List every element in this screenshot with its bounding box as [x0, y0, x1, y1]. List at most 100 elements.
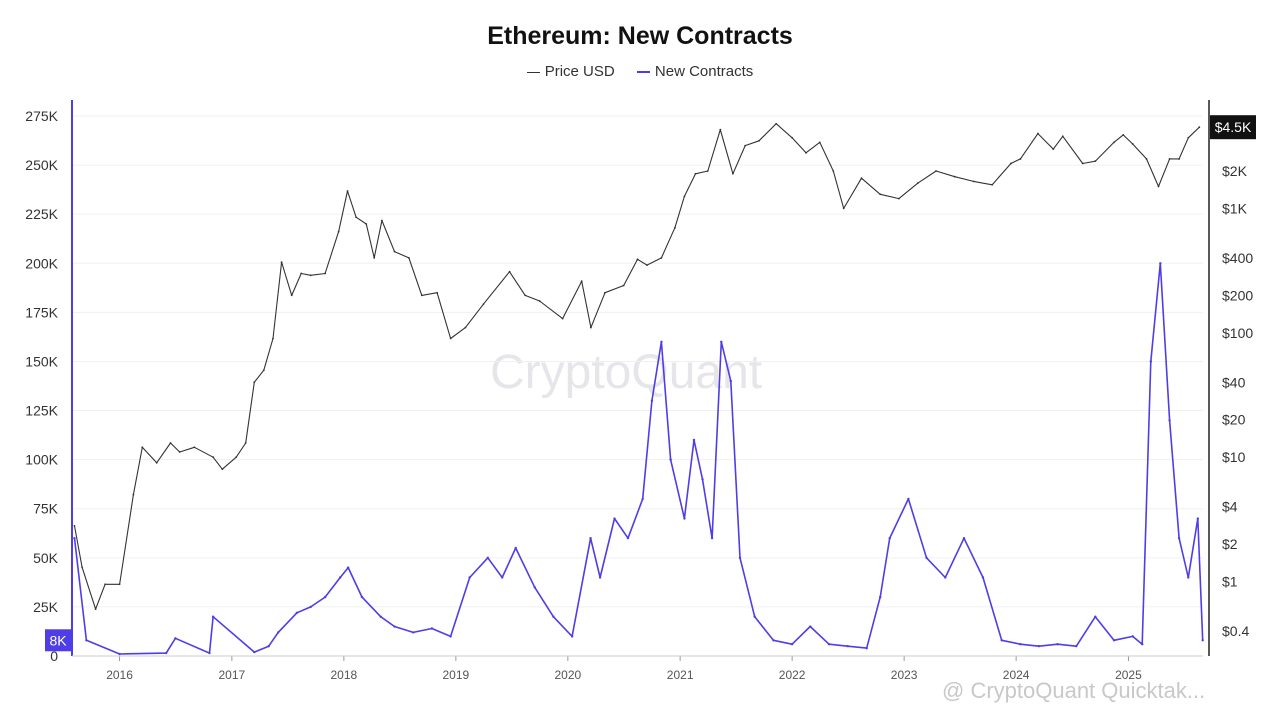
data-point-new-contracts — [1168, 419, 1171, 422]
data-point-price — [373, 257, 376, 259]
current-value-marker-left — [45, 629, 71, 652]
chart-title: Ethereum: New Contracts — [487, 22, 793, 50]
y-left-tick-label: 150K — [25, 353, 58, 369]
data-point-new-contracts — [720, 340, 723, 344]
data-point-price — [262, 369, 265, 372]
data-point-price — [1122, 134, 1125, 136]
y-right-tick-label: $100 — [1222, 325, 1253, 341]
y-left-tick-label: 275K — [25, 108, 58, 124]
data-point-new-contracts — [1149, 360, 1153, 363]
y-left-tick-label: 50K — [33, 550, 59, 566]
current-value-label-right: $4.5K — [1215, 119, 1252, 135]
data-point-new-contracts — [500, 576, 504, 579]
data-point-price — [1178, 158, 1180, 160]
y-left-tick-label: 100K — [25, 452, 58, 468]
series-line-price — [73, 123, 1200, 610]
y-right-tick-label: $2K — [1222, 163, 1248, 179]
data-point-price — [365, 223, 368, 225]
data-point-price — [580, 280, 583, 283]
data-point-new-contracts — [626, 536, 630, 540]
data-point-price — [1157, 185, 1160, 188]
x-tick-label: 2023 — [891, 668, 918, 682]
data-point-new-contracts — [753, 615, 756, 618]
data-point-price — [1113, 141, 1115, 144]
data-point-new-contracts — [1177, 536, 1181, 540]
y-right-tick-label: $1 — [1222, 574, 1238, 590]
data-point-price — [758, 139, 760, 142]
data-point-price — [694, 172, 697, 175]
data-point-price — [337, 230, 340, 233]
data-point-price — [178, 451, 181, 453]
data-point-price — [1037, 132, 1039, 135]
data-point-price — [842, 207, 845, 210]
legend: Price USD New Contracts — [0, 63, 1280, 80]
data-point-new-contracts — [1141, 643, 1144, 646]
data-point-new-contracts — [1159, 262, 1162, 265]
data-point-price — [508, 270, 511, 273]
data-point-price — [719, 128, 722, 131]
data-point-price — [1052, 148, 1055, 151]
data-point-new-contracts — [1112, 639, 1116, 642]
y-left-tick-label: 0 — [50, 648, 58, 664]
data-point-new-contracts — [449, 635, 452, 638]
data-point-price — [81, 566, 84, 569]
data-point-price — [420, 294, 423, 297]
legend-swatch-price — [526, 71, 540, 73]
data-point-new-contracts — [1075, 644, 1078, 648]
data-point-new-contracts — [710, 536, 714, 540]
data-point-price — [832, 170, 835, 172]
data-point-new-contracts — [570, 635, 574, 638]
data-point-price — [436, 291, 439, 294]
y-left-tick-label: 250K — [25, 157, 58, 173]
data-point-new-contracts — [944, 576, 947, 579]
data-point-price — [346, 190, 349, 192]
x-tick-label: 2021 — [667, 668, 694, 682]
data-point-price — [805, 151, 807, 154]
data-point-price — [604, 291, 606, 294]
data-point-new-contracts — [338, 576, 342, 579]
legend-item-price[interactable]: Price USD — [526, 63, 615, 80]
data-point-price — [73, 525, 76, 527]
data-point-new-contracts — [692, 438, 696, 442]
data-point-new-contracts — [981, 576, 985, 579]
y-left-tick-label: 175K — [25, 304, 58, 320]
data-point-price — [879, 193, 882, 196]
data-point-new-contracts — [533, 586, 536, 589]
data-point-price — [118, 583, 121, 586]
data-point-new-contracts — [211, 615, 215, 618]
data-point-price — [935, 170, 937, 172]
data-point-new-contracts — [85, 639, 88, 642]
data-point-new-contracts — [164, 651, 168, 655]
data-point-new-contracts — [683, 517, 686, 520]
data-point-new-contracts — [1187, 576, 1190, 579]
data-point-price — [169, 442, 172, 444]
y-right-tick-label: $20 — [1222, 412, 1246, 428]
legend-item-new-contracts[interactable]: New Contracts — [636, 63, 753, 80]
data-point-new-contracts — [729, 379, 732, 383]
data-point-new-contracts — [701, 478, 704, 481]
data-point-new-contracts — [174, 637, 177, 640]
data-point-new-contracts — [1094, 615, 1097, 618]
data-point-new-contracts — [925, 556, 928, 560]
data-point-new-contracts — [1131, 635, 1134, 638]
data-point-new-contracts — [1201, 639, 1204, 642]
y-right-tick-label: $2 — [1222, 536, 1238, 552]
data-point-new-contracts — [514, 546, 517, 550]
data-point-new-contracts — [589, 536, 592, 540]
data-point-new-contracts — [552, 615, 555, 618]
data-point-price — [660, 257, 663, 259]
data-point-price — [636, 258, 639, 261]
x-tick-label: 2019 — [443, 668, 470, 682]
data-point-price — [953, 175, 956, 178]
data-point-new-contracts — [1000, 639, 1003, 642]
data-point-price — [683, 195, 686, 198]
data-point-price — [561, 317, 564, 320]
legend-label-price: Price USD — [544, 63, 615, 80]
data-point-price — [1131, 143, 1134, 145]
y-right-tick-label: $4 — [1222, 499, 1238, 515]
data-point-new-contracts — [962, 536, 966, 540]
data-point-price — [775, 122, 778, 125]
data-point-new-contracts — [809, 625, 812, 628]
data-point-price — [155, 461, 158, 464]
